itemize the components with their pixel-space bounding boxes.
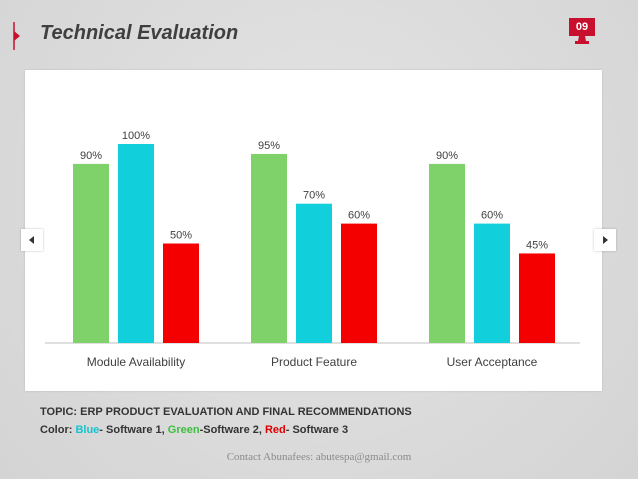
bar-software-3-user-acceptance	[519, 253, 555, 343]
next-slide-button[interactable]	[594, 229, 616, 251]
bar-software-1-module-availability	[118, 144, 154, 343]
legend-blue-word: Blue	[75, 424, 100, 436]
legend-red-word: Red	[264, 424, 286, 436]
data-label: 95%	[258, 140, 280, 152]
bar-software-2-module-availability	[73, 163, 109, 343]
contact-text: Contact Abunafees: abutespa@gmail.com	[226, 451, 412, 463]
previous-slide-button[interactable]	[21, 229, 43, 251]
title-marker	[13, 22, 20, 50]
triangle-right-icon	[603, 236, 608, 244]
chart-panel: 90% 100% 50% Module Availability 95% 70% 60% Pr…	[25, 70, 602, 391]
category-label: Module Availability	[87, 355, 186, 369]
bar-software-2-product-feature	[251, 153, 287, 343]
bar-software-2-user-acceptance	[429, 163, 465, 343]
legend-green-word: Green	[167, 424, 200, 436]
data-label: 60%	[348, 210, 370, 222]
legend-green-text: -Software 2,	[199, 424, 265, 436]
page-number: 09	[569, 18, 595, 36]
data-label: 90%	[80, 150, 102, 162]
category-label: Product Feature	[271, 355, 357, 369]
bar-chart: 90% 100% 50% Module Availability 95% 70% 60% Pr…	[45, 130, 580, 369]
color-legend: Color: Blue- Software 1, Green-Software …	[40, 424, 348, 436]
topic-text: TOPIC: ERP PRODUCT EVALUATION AND FINAL …	[40, 406, 412, 418]
data-label: 70%	[303, 190, 325, 202]
data-label: 100%	[122, 130, 150, 142]
data-label: 60%	[481, 210, 503, 222]
color-legend-prefix: Color:	[40, 424, 76, 436]
triangle-left-icon	[29, 236, 34, 244]
category-label: User Acceptance	[447, 355, 538, 369]
bar-software-3-module-availability	[163, 243, 199, 343]
data-label: 90%	[436, 150, 458, 162]
bar-software-1-product-feature	[296, 203, 332, 343]
legend-red-text: - Software 3	[285, 424, 349, 436]
bar-software-3-product-feature	[341, 223, 377, 343]
page-number-badge: 09	[569, 17, 595, 47]
data-label: 50%	[170, 230, 192, 242]
data-label: 45%	[526, 239, 548, 251]
page-title: Technical Evaluation	[40, 22, 239, 44]
bar-software-1-user-acceptance	[474, 223, 510, 343]
badge-stand-icon	[575, 36, 589, 44]
legend-blue-text: - Software 1,	[99, 424, 168, 436]
